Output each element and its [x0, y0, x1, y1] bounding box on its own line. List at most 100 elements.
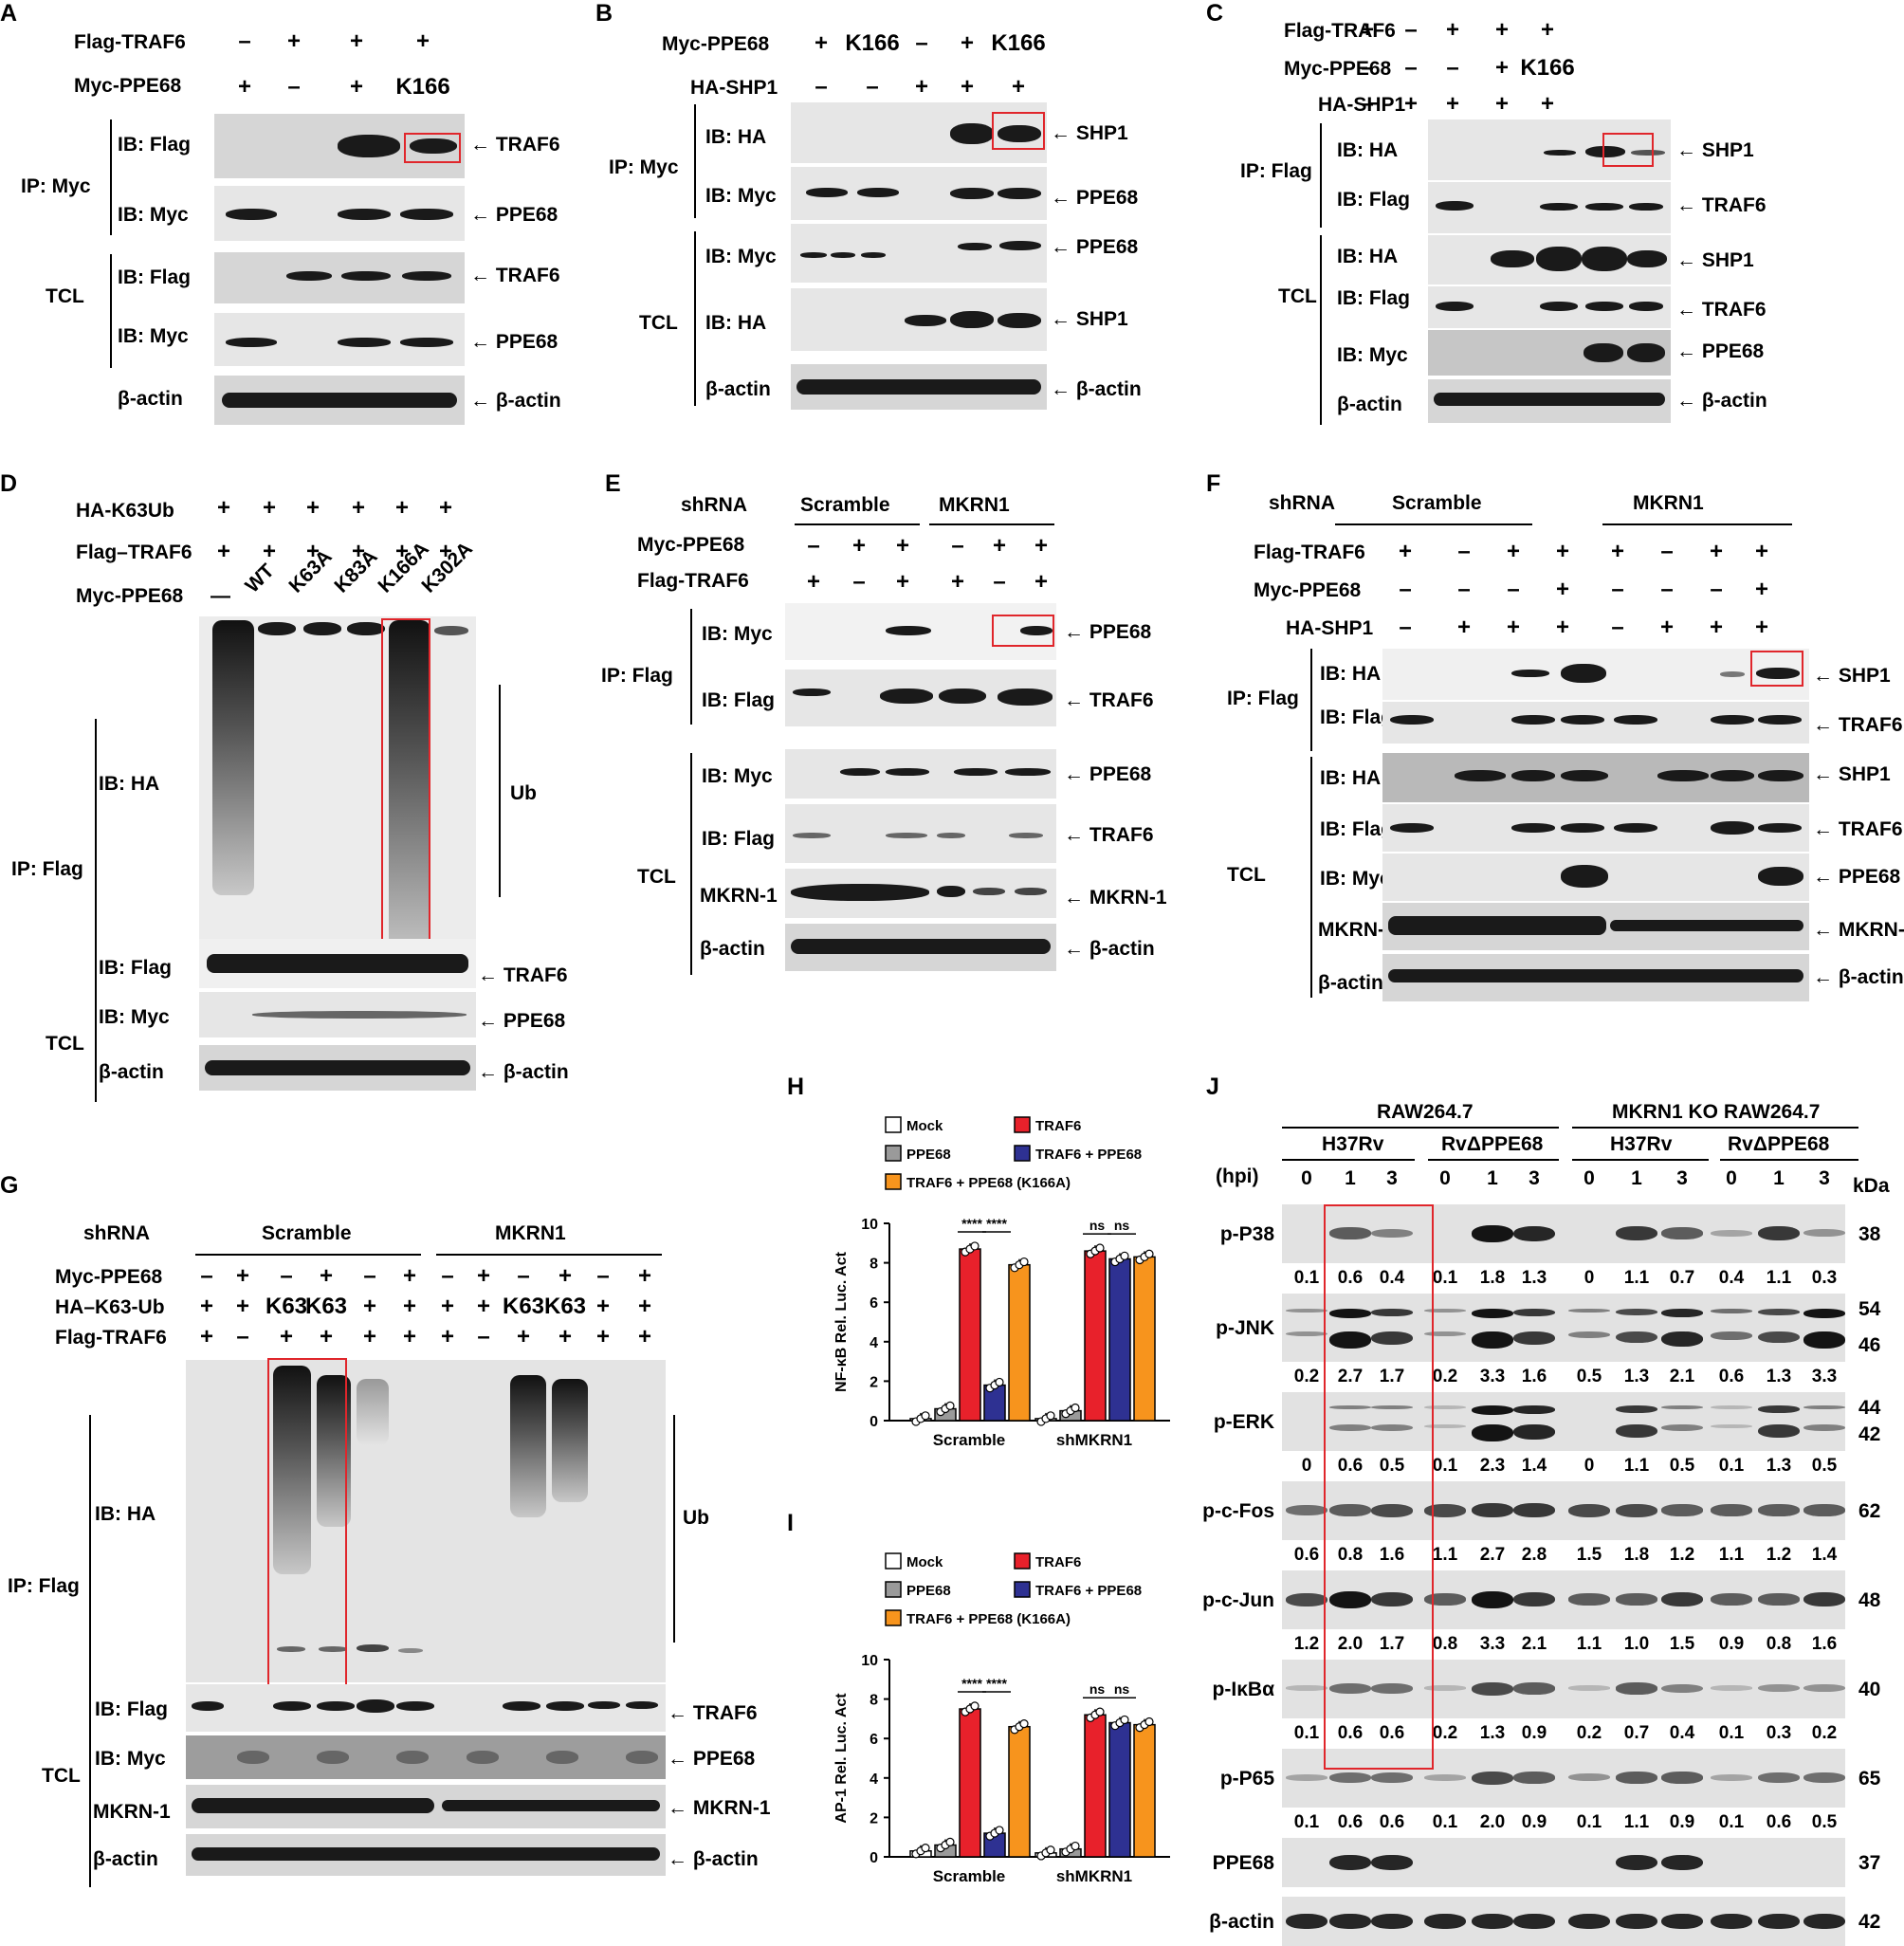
densitometry-value: 0.1 [1576, 1812, 1602, 1832]
band [237, 1751, 269, 1764]
band [1585, 203, 1623, 211]
blot-tcl-myc [199, 992, 476, 1037]
band [1513, 1682, 1555, 1695]
lane-sym: + [199, 1324, 213, 1349]
band [1472, 1591, 1513, 1608]
densitometry-value: 1.8 [1479, 1268, 1506, 1288]
band [1711, 1331, 1752, 1340]
densitometry-value: 1.3 [1521, 1268, 1547, 1288]
bracket [1310, 757, 1312, 998]
band [1472, 1404, 1513, 1415]
panel-b: B Myc-PPE68 HA-SHP1 + K166 – + K166 – – … [595, 0, 1202, 436]
lane-sym: – [238, 28, 251, 54]
band-label: ← TRAF6 [668, 1702, 758, 1724]
band [1513, 1424, 1555, 1441]
band [1803, 1331, 1845, 1349]
band [1491, 250, 1534, 267]
lane-sym: + [438, 495, 452, 521]
group-label: Scramble [800, 494, 890, 516]
band [1758, 1331, 1800, 1344]
band-label: ← PPE68 [1051, 187, 1139, 209]
highlight-box [1324, 1204, 1434, 1770]
group-line [795, 523, 920, 525]
band [442, 1800, 660, 1811]
densitometry-value: 0.9 [1521, 1812, 1547, 1832]
lane-sym: – [1446, 55, 1459, 81]
row-label: HA-SHP1 [1286, 617, 1374, 639]
band [937, 833, 965, 838]
band [1434, 393, 1665, 406]
densitometry-value: 0.2 [1576, 1723, 1602, 1743]
densitometry-value: 0.2 [1432, 1367, 1458, 1386]
kda-value: 42 [1858, 1423, 1881, 1445]
band [1803, 1424, 1845, 1432]
lane-sym: + [351, 539, 365, 564]
band [338, 338, 391, 347]
densitometry-value: 1.1 [1432, 1545, 1458, 1565]
lane-sym: – [852, 569, 866, 595]
band [973, 888, 1005, 895]
lane-sym: + [1540, 91, 1554, 117]
band [1616, 1226, 1657, 1241]
band [192, 1701, 224, 1711]
lane-sym: + [1034, 533, 1048, 559]
densitometry-value: 1.3 [1479, 1723, 1506, 1743]
band [1711, 1424, 1752, 1429]
densitometry-value: 0.4 [1379, 1268, 1405, 1288]
densitometry-value: 0.1 [1718, 1456, 1745, 1476]
band [341, 271, 391, 281]
band [1629, 302, 1663, 311]
band [1661, 1424, 1703, 1432]
densitometry-value: 0.5 [1576, 1367, 1602, 1386]
band [793, 688, 831, 696]
blot-ip-flag [186, 1684, 666, 1732]
blot-actin [785, 924, 1056, 971]
y-tick-label: 2 [870, 1810, 878, 1827]
band [1758, 770, 1803, 781]
ib-label: IB: HA [99, 773, 160, 795]
band-label: ← TRAF6 [1064, 689, 1154, 711]
band-label: ← β-actin [470, 390, 561, 412]
band [1568, 1773, 1610, 1782]
band [1513, 1308, 1555, 1316]
band [1329, 1504, 1371, 1516]
timepoint: 3 [1819, 1167, 1830, 1189]
band-label: ← β-actin [668, 1848, 759, 1870]
blot-p-ERK [1282, 1392, 1845, 1451]
kda-value: 62 [1858, 1500, 1881, 1522]
lane-sym: + [1610, 539, 1624, 564]
row-label: Myc-PPE68 [662, 33, 770, 55]
blot-mkrn1 [1382, 903, 1809, 950]
densitometry-value: 0.1 [1293, 1812, 1320, 1832]
lane-sym: + [595, 1324, 610, 1349]
blot-tcl-myc [1428, 330, 1671, 376]
blot-tcl-ha [1382, 753, 1809, 802]
band [1436, 201, 1474, 211]
band [1286, 1592, 1327, 1606]
band [1511, 670, 1549, 677]
band [626, 1751, 658, 1764]
band [1329, 1683, 1371, 1694]
band [1329, 1227, 1371, 1239]
band [1329, 1404, 1371, 1409]
band [886, 833, 927, 838]
y-tick-label: 10 [861, 1653, 878, 1669]
lane-sym: + [1555, 615, 1569, 640]
lane-sym: K63 [502, 1294, 545, 1319]
highlight-box [381, 618, 430, 986]
densitometry-value: 0.2 [1432, 1723, 1458, 1743]
band [552, 1379, 588, 1502]
blot-ip-flag [199, 939, 476, 988]
band [1629, 203, 1663, 211]
densitometry-value: 0.4 [1718, 1268, 1745, 1288]
tcl-label: TCL [1227, 864, 1266, 886]
band [791, 939, 1051, 954]
blot-ip-flag [1382, 702, 1809, 744]
lane-sym: + [1754, 615, 1768, 640]
lane-sym: K63 [304, 1294, 348, 1319]
band [861, 252, 886, 258]
panel-d: D HA-K63Ub Flag–TRAF6 Myc-PPE68 + + + + + + + +… [0, 465, 607, 1110]
blot-β-actin [1282, 1897, 1845, 1946]
strain-line [1428, 1159, 1559, 1161]
group-line [1335, 523, 1532, 525]
